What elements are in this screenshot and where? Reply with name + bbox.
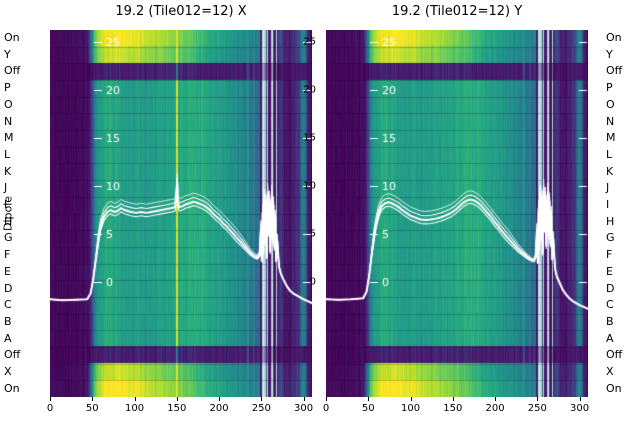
heatmap-panel-y — [326, 30, 588, 397]
overlay-axis-tick-label: 10 — [303, 180, 316, 192]
x-tick-mark — [326, 397, 327, 401]
x-tick-mark — [134, 397, 136, 401]
x-tick-label: 50 — [85, 403, 99, 414]
overlay-axis-tick-label: 15 — [303, 132, 316, 144]
x-tick-label: 100 — [400, 403, 421, 414]
x-tick-label: 100 — [124, 403, 145, 414]
dipole-row-label: J — [4, 181, 8, 195]
dipole-row-label: I — [606, 198, 610, 212]
x-tick-mark — [579, 397, 581, 401]
dipole-row-label: N — [606, 114, 615, 128]
dipole-row-label: On — [606, 31, 622, 44]
overlay-axis-tick-label: 0 — [309, 276, 316, 288]
dipole-row-label: L — [4, 147, 11, 161]
x-tick-label: 150 — [167, 403, 187, 414]
x-tick-mark — [261, 397, 263, 401]
dipole-row-label: G — [4, 231, 13, 245]
x-tick-mark — [410, 397, 412, 401]
dipole-row-label: K — [606, 164, 614, 178]
dipole-row-label: F — [606, 248, 613, 262]
dipole-row-label: Off — [606, 64, 623, 78]
dipole-row-label: X — [4, 365, 12, 379]
dipole-row-label: A — [4, 331, 12, 345]
x-tick-label: 200 — [209, 403, 229, 414]
dipole-row-label: Off — [606, 348, 623, 362]
dipole-row-label: D — [606, 281, 615, 295]
overlay-axis-tick-labels: 25 20 15 10 5 0 — [288, 30, 316, 397]
dipole-row-label: P — [606, 81, 613, 95]
dipole-row-label: G — [606, 231, 615, 245]
x-tick-label: 300 — [570, 403, 590, 414]
dipole-row-label: N — [4, 114, 13, 128]
overlay-axis-tick-label: 5 — [309, 228, 316, 240]
x-tick-label: 250 — [527, 403, 547, 414]
x-tick-label: 300 — [294, 403, 314, 414]
dipole-row-label: B — [4, 314, 12, 328]
dipole-row-label: A — [606, 331, 614, 345]
x-tick-label: 0 — [46, 403, 54, 414]
overlay-axis-tick-label: 25 — [303, 36, 316, 48]
heatmap-panel-x — [50, 30, 312, 397]
dipole-row-label: I — [4, 198, 8, 212]
x-tick-mark — [452, 397, 454, 401]
x-tick-mark — [368, 397, 370, 401]
heatmap-x-canvas — [50, 30, 312, 397]
dipole-row-label: Y — [4, 47, 11, 61]
x-tick-label: 200 — [485, 403, 505, 414]
dipole-row-label: L — [606, 147, 613, 161]
heatmap-y-canvas — [326, 30, 588, 397]
x-tick-label: 150 — [443, 403, 463, 414]
dipole-row-label: K — [4, 164, 12, 178]
x-tick-mark — [537, 397, 539, 401]
dipole-row-label: D — [4, 281, 13, 295]
x-tick-mark — [92, 397, 94, 401]
x-tick-mark — [495, 397, 497, 401]
dipole-row-label: M — [4, 131, 14, 145]
dipole-row-label: F — [4, 248, 11, 262]
x-tick-mark — [50, 397, 51, 401]
dipole-row-label: O — [4, 97, 13, 111]
dipole-row-label: J — [606, 181, 610, 195]
x-axis-ticks-right: 0 50 100 150 200 250 300 — [322, 397, 596, 419]
x-axis-ticks-left: 0 50 100 150 200 250 300 — [46, 397, 320, 419]
dipole-row-label: E — [4, 264, 11, 278]
dipole-row-label: C — [4, 298, 12, 312]
dipole-row-label: On — [4, 381, 20, 395]
left-panel-title: 19.2 (Tile012=12) X — [115, 4, 247, 19]
x-tick-mark — [303, 397, 305, 401]
dipole-row-label: H — [4, 214, 13, 228]
dipole-row-label: Off — [4, 348, 21, 362]
dipole-row-label: O — [606, 97, 615, 111]
dipole-labels-left: On Y Off P O N M L K J I H G F E D C B A Off X On — [4, 32, 30, 394]
dipole-row-label: H — [606, 214, 615, 228]
dipole-row-label: E — [606, 264, 613, 278]
dipole-row-label: P — [4, 81, 11, 95]
dipole-row-label: Off — [4, 64, 21, 78]
dipole-row-label: C — [606, 298, 614, 312]
dipole-row-label: On — [606, 381, 622, 395]
dipole-row-label: Y — [606, 47, 613, 61]
right-panel-title: 19.2 (Tile012=12) Y — [391, 4, 523, 19]
dipole-row-label: M — [606, 131, 616, 145]
dipole-row-label: B — [606, 314, 614, 328]
x-tick-label: 50 — [361, 403, 375, 414]
dipole-row-label: X — [606, 365, 614, 379]
x-tick-label: 0 — [322, 403, 330, 414]
dipole-labels-right: On Y Off P O N M L K J I H G F E D C B A Off X On — [606, 32, 636, 394]
x-tick-mark — [219, 397, 221, 401]
x-tick-label: 250 — [251, 403, 271, 414]
x-tick-mark — [176, 397, 178, 401]
overlay-axis-tick-label: 20 — [303, 84, 316, 96]
dipole-row-label: On — [4, 31, 20, 44]
